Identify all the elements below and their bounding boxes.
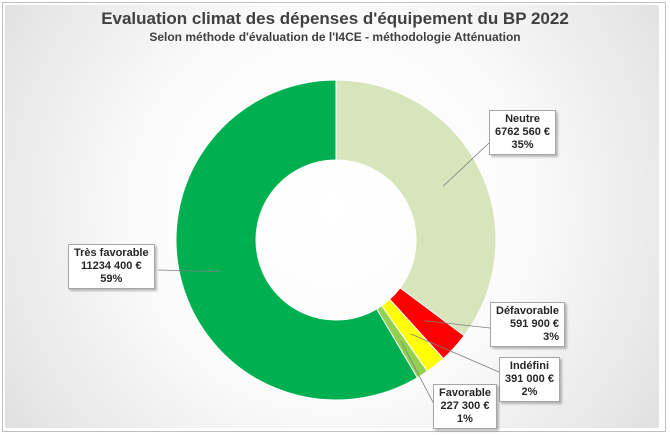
donut-slice-0 bbox=[335, 79, 497, 337]
leader-line-2 bbox=[410, 333, 500, 373]
leader-line-0 bbox=[443, 142, 490, 187]
label-tres-favorable-name: Très favorable bbox=[74, 247, 149, 259]
leader-line-4 bbox=[157, 269, 221, 273]
label-neutre-name: Neutre bbox=[505, 113, 540, 125]
label-defavorable: Défavorable 591 900 € 3% bbox=[490, 302, 565, 347]
label-defavorable-name: Défavorable bbox=[496, 305, 559, 317]
label-indefini-percent: 2% bbox=[521, 386, 538, 398]
label-indefini-value: 391 000 € bbox=[505, 373, 554, 385]
label-tres-favorable-value: 11234 400 € bbox=[81, 260, 142, 272]
label-neutre: Neutre 6762 560 € 35% bbox=[489, 110, 557, 155]
label-defavorable-value: 591 900 € bbox=[510, 318, 559, 330]
label-indefini: Indéfini 391 000 € 2% bbox=[499, 357, 560, 402]
donut-slice-4 bbox=[175, 79, 419, 401]
chart-title: Evaluation climat des dépenses d'équipem… bbox=[101, 9, 569, 28]
label-favorable: Favorable 227 300 € 1% bbox=[433, 384, 497, 429]
label-favorable-value: 227 300 € bbox=[440, 400, 490, 412]
label-neutre-value: 6762 560 € bbox=[495, 126, 551, 138]
label-favorable-name: Favorable bbox=[439, 387, 491, 399]
label-favorable-percent: 1% bbox=[457, 413, 473, 425]
leader-line-1 bbox=[424, 320, 491, 329]
label-tres-favorable-percent: 59% bbox=[100, 273, 123, 285]
label-indefini-name: Indéfini bbox=[509, 360, 550, 372]
label-neutre-percent: 35% bbox=[511, 139, 534, 151]
label-defavorable-percent: 3% bbox=[543, 331, 559, 343]
label-tres-favorable: Très favorable 11234 400 € 59% bbox=[68, 244, 155, 289]
chart-subtitle: Selon méthode d'évaluation de l'I4CE - m… bbox=[149, 30, 521, 44]
